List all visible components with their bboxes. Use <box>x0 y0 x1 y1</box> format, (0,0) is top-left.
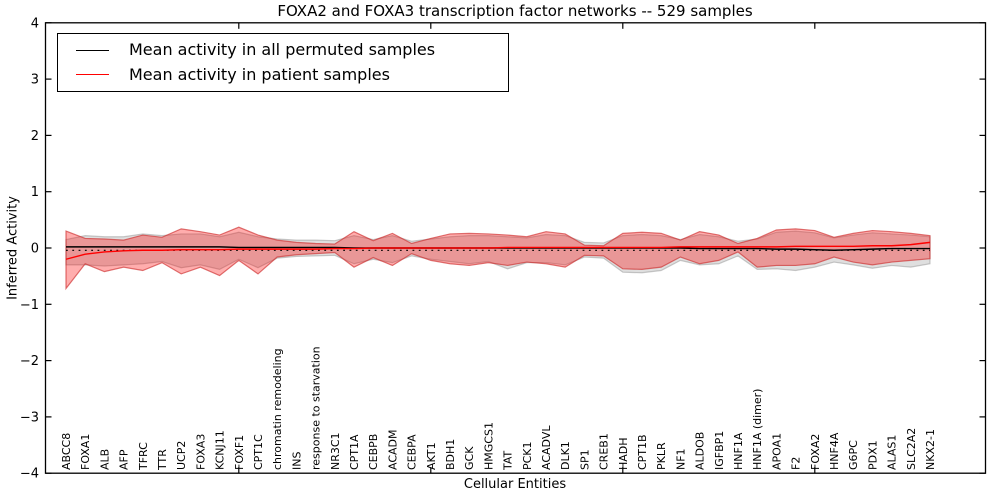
x-category-label: NR3C1 <box>329 432 342 470</box>
y-tick-label: −2 <box>20 354 39 369</box>
legend: Mean activity in all permuted samples Me… <box>57 33 509 92</box>
x-category-label: G6PC <box>847 440 860 470</box>
patient-mean-line <box>65 241 931 260</box>
y-axis-label: Inferred Activity <box>5 196 21 300</box>
patient-std-band <box>65 226 931 291</box>
legend-item-patient: Mean activity in patient samples <box>76 64 508 84</box>
x-category-label: UCP2 <box>175 441 188 470</box>
x-category-label: INS <box>290 452 303 470</box>
x-category-label: NKX2-1 <box>924 429 937 470</box>
x-category-label: ACADVL <box>540 425 553 470</box>
x-axis-label: Cellular Entities <box>463 477 567 492</box>
x-category-label: ALDOB <box>694 432 707 470</box>
y-tick-label: 1 <box>31 185 39 200</box>
y-tick-label: 2 <box>31 129 39 144</box>
permuted-line-swatch <box>76 49 109 51</box>
x-category-label: HADH <box>617 437 630 470</box>
x-category-label: FOXA3 <box>194 434 207 470</box>
x-category-label: DLK1 <box>559 441 572 470</box>
x-category-label: ALB <box>98 449 111 470</box>
x-category-label: HNF4A <box>828 432 841 470</box>
y-tick-label: −3 <box>20 410 39 425</box>
y-tick-label: 4 <box>31 16 39 31</box>
x-category-label: FOXA1 <box>79 434 92 470</box>
x-category-label: FOXA2 <box>809 434 822 470</box>
x-category-label: FOXF1 <box>233 435 246 470</box>
x-category-label: response to starvation <box>310 346 323 470</box>
x-category-label: HNF1A <box>732 432 745 470</box>
patient-line-swatch <box>76 74 109 76</box>
legend-item-permuted: Mean activity in all permuted samples <box>76 42 508 58</box>
x-category-label: SLC2A2 <box>905 428 918 470</box>
x-category-label: CEBPB <box>367 434 380 470</box>
y-tick-label: −1 <box>20 298 39 313</box>
x-category-label: CPT1B <box>636 434 649 470</box>
x-category-label: PKLR <box>655 442 668 470</box>
x-category-label: CREB1 <box>598 433 611 470</box>
chart-title: FOXA2 and FOXA3 transcription factor net… <box>277 2 753 20</box>
y-tick-label: −4 <box>20 467 39 482</box>
x-category-label: HNF1A (dimer) <box>751 389 764 470</box>
x-category-label: GCK <box>463 446 476 470</box>
x-category-label: CEBPA <box>406 434 419 470</box>
x-category-label: IGFBP1 <box>713 431 726 470</box>
x-category-label: CPT1C <box>252 434 265 470</box>
x-category-label: KCNJ11 <box>214 430 227 470</box>
x-category-label: SP1 <box>578 449 591 470</box>
x-category-label: BDH1 <box>444 439 457 470</box>
x-category-label: PDX1 <box>866 440 879 470</box>
x-category-label: ALAS1 <box>886 435 899 470</box>
x-category-label: TFRC <box>137 442 150 471</box>
x-category-label: ABCC8 <box>60 433 73 470</box>
x-category-label: PCK1 <box>521 441 534 470</box>
x-category-label: NF1 <box>674 448 687 470</box>
x-category-label: TAT <box>502 450 515 471</box>
x-category-label: HMGCS1 <box>482 422 495 470</box>
legend-label-permuted: Mean activity in all permuted samples <box>129 40 436 60</box>
x-category-label: chromatin remodeling <box>271 348 284 470</box>
x-category-label: CPT1A <box>348 434 361 470</box>
x-category-label: TTR <box>156 449 169 471</box>
x-category-label: ACADM <box>386 430 399 471</box>
x-category-label: AFP <box>118 449 131 470</box>
legend-label-patient: Mean activity in patient samples <box>129 64 390 84</box>
x-category-label: APOA1 <box>770 433 783 470</box>
x-category-label: AKT1 <box>425 442 438 470</box>
y-tick-label: 0 <box>31 242 39 257</box>
y-tick-label: 3 <box>31 73 39 88</box>
x-category-label: F2 <box>790 457 803 470</box>
